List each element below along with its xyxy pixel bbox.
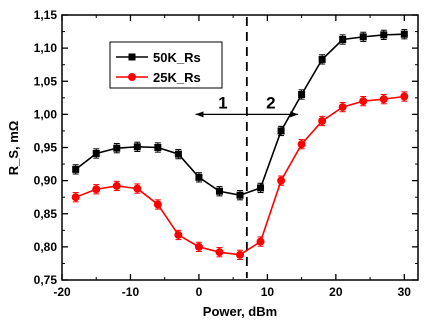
- region-arrow-right-head: [290, 111, 299, 118]
- data-point: [256, 237, 265, 246]
- legend: 50K_Rs 25K_Rs: [109, 41, 223, 89]
- data-point: [112, 181, 121, 190]
- series-25K_Rs: [71, 91, 409, 260]
- data-point: [153, 200, 162, 209]
- data-point: [92, 185, 101, 194]
- region-label-2: 2: [266, 93, 275, 112]
- data-point: [297, 140, 306, 149]
- data-point: [257, 184, 265, 192]
- data-point: [379, 95, 388, 104]
- data-point: [400, 92, 409, 101]
- legend-marker: [128, 73, 136, 81]
- region-arrow-left-head: [195, 111, 204, 118]
- data-point: [318, 55, 326, 63]
- data-point: [359, 33, 367, 41]
- data-point: [318, 117, 327, 125]
- series-50K_Rs: [72, 29, 408, 201]
- data-point: [277, 176, 286, 185]
- tick-labels: -20 -10 0 10 20 30 0,75 0,80 0,85 0,90 0,95 1,00 1,0…: [34, 8, 412, 299]
- data-point: [92, 149, 100, 157]
- data-point: [380, 31, 388, 39]
- data-point: [194, 242, 203, 251]
- data-point: [72, 165, 80, 173]
- data-point: [338, 103, 347, 112]
- legend-label: 25K_Rs: [153, 70, 201, 85]
- y-tick-label: 0,80: [34, 240, 58, 254]
- data-point: [154, 144, 162, 151]
- x-tick-label: -20: [53, 285, 71, 299]
- y-tick-label: 1,15: [34, 8, 58, 22]
- data-point: [113, 144, 121, 152]
- legend-label: 50K_Rs: [153, 50, 201, 65]
- x-tick-label: 30: [398, 285, 412, 299]
- legend-marker: [128, 53, 136, 61]
- series-line: [75, 95, 405, 256]
- y-tick-label: 1,00: [34, 107, 58, 121]
- data-point: [277, 127, 285, 135]
- y-tick-label: 0,85: [34, 207, 58, 221]
- y-tick-label: 1,10: [34, 41, 58, 55]
- y-tick-label: 0,90: [34, 174, 58, 188]
- data-point: [359, 97, 368, 106]
- data-point: [174, 150, 182, 158]
- y-axis-title: R_S, mΩ: [6, 121, 21, 176]
- region-label-1: 1: [218, 93, 227, 112]
- data-point: [339, 36, 347, 44]
- legend-box: [109, 41, 223, 89]
- y-tick-label: 0,95: [34, 141, 58, 155]
- y-tick-label: 0,75: [34, 273, 58, 287]
- x-tick-label: 20: [329, 285, 343, 299]
- data-point: [133, 143, 141, 151]
- x-tick-label: -10: [122, 285, 140, 299]
- data-point: [400, 30, 408, 38]
- axis-ticks: [61, 14, 418, 281]
- data-point: [174, 230, 183, 239]
- data-point: [236, 250, 244, 259]
- data-point: [195, 173, 203, 181]
- data-point: [236, 191, 244, 199]
- series-layer: [71, 29, 409, 260]
- data-point: [215, 248, 224, 257]
- y-tick-label: 1,05: [34, 74, 58, 88]
- data-point: [298, 91, 306, 98]
- data-point: [215, 187, 223, 195]
- data-point: [71, 193, 80, 202]
- data-point: [133, 184, 142, 193]
- x-axis-title: Power, dBm: [203, 304, 277, 319]
- x-tick-label: 10: [261, 285, 275, 299]
- x-tick-label: 0: [196, 285, 203, 299]
